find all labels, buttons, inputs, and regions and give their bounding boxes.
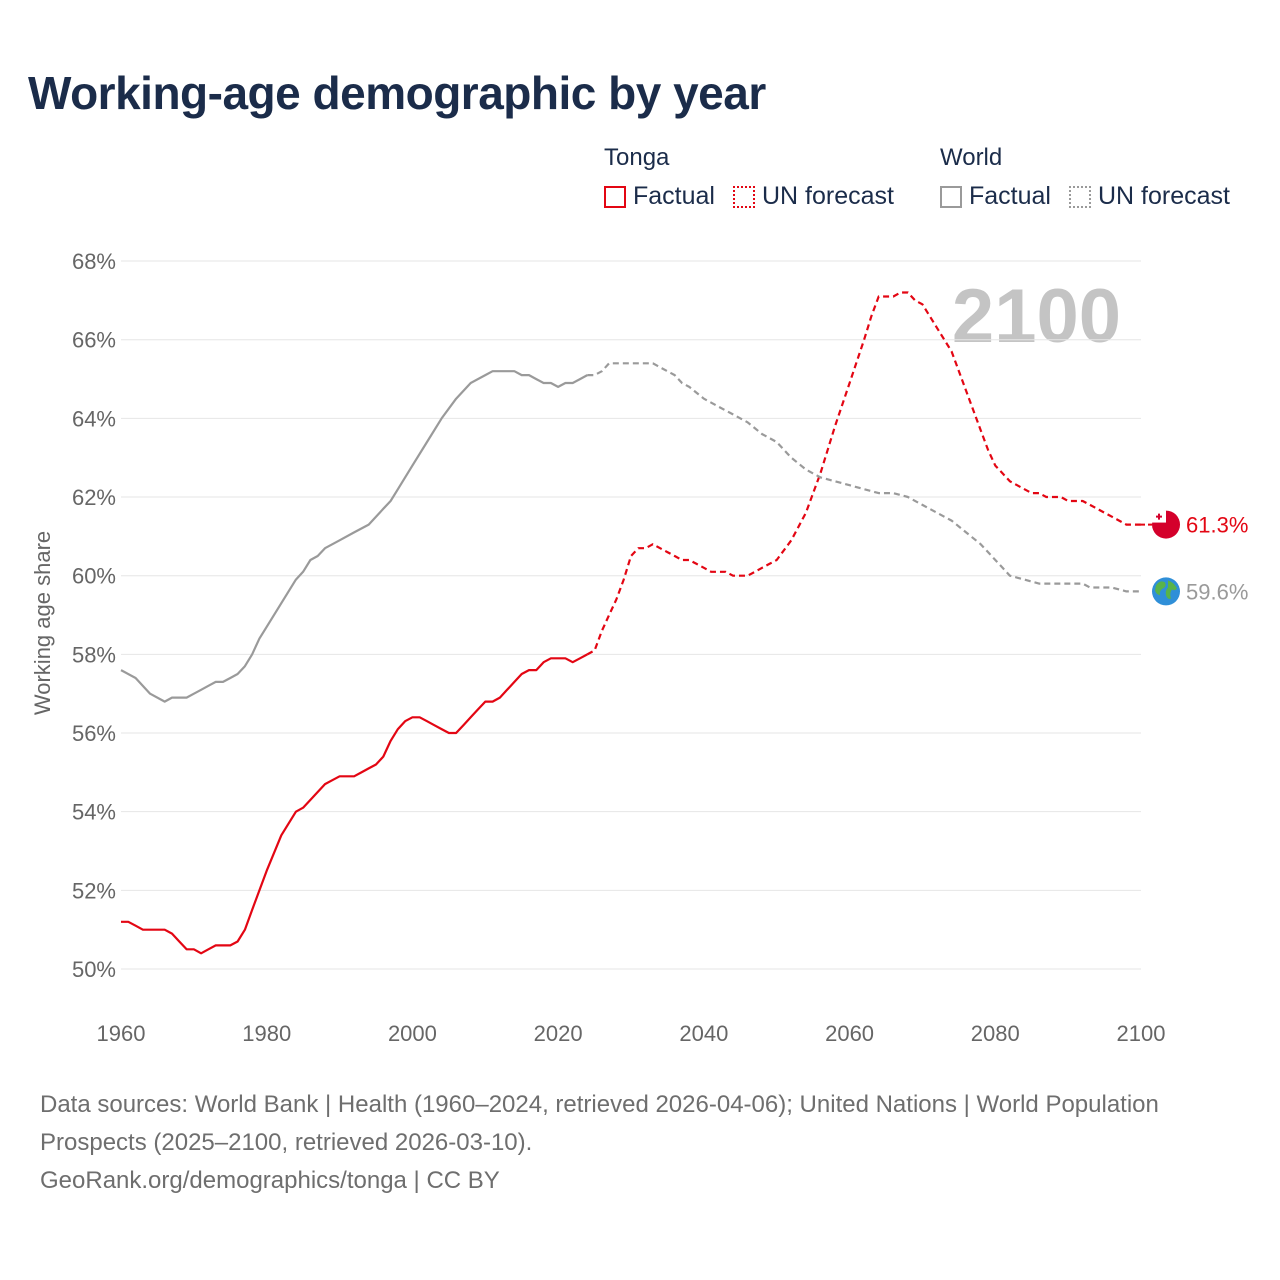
tonga-flag-cross [1156, 513, 1162, 520]
year-watermark: 2100 [952, 274, 1121, 359]
y-tick-label: 68% [72, 249, 116, 274]
legend-swatch-tonga-forecast [732, 185, 755, 208]
legend-item-tonga-forecast[interactable]: UN forecast [732, 182, 894, 211]
x-tick-label: 1980 [242, 1021, 291, 1046]
x-tick-label: 2000 [388, 1021, 437, 1046]
x-tick-label: 1960 [97, 1021, 146, 1046]
series-line-world-forecast [587, 362, 1141, 593]
sources-line-2[interactable]: GeoRank.org/demographics/tonga | CC BY [40, 1167, 500, 1194]
legend-item-world-forecast[interactable]: UN forecast [1068, 182, 1230, 211]
legend-group-tonga: Tonga Factual UN forecast [604, 144, 894, 211]
series-line-tonga-factual [121, 653, 588, 955]
legend-title-tonga: Tonga [604, 144, 670, 171]
series-line-world-factual [120, 370, 588, 703]
y-tick-label: 58% [72, 642, 116, 667]
legend-item-tonga-factual[interactable]: Factual [604, 182, 715, 211]
legend-label-tonga-forecast: UN forecast [761, 182, 894, 210]
y-tick-label: 64% [72, 406, 116, 431]
y-tick-label: 50% [72, 957, 116, 982]
x-tick-label: 2080 [971, 1021, 1020, 1046]
series-line-tonga-forecast [586, 291, 1141, 656]
y-tick-label: 66% [72, 328, 116, 353]
sources-line-1: Data sources: World Bank | Health (1960–… [40, 1091, 1159, 1156]
x-tick-label: 2040 [679, 1021, 728, 1046]
world-end-label: 59.6% [1186, 579, 1248, 604]
y-tick-label: 60% [72, 564, 116, 589]
legend-label-tonga-factual: Factual [633, 182, 715, 210]
legend-group-world: World Factual UN forecast [940, 144, 1230, 211]
x-tick-label: 2020 [534, 1021, 583, 1046]
legend-swatch-tonga-factual [604, 185, 626, 208]
y-axis-title: Working age share [30, 531, 55, 715]
x-tick-label: 2100 [1117, 1021, 1166, 1046]
chart-title: Working-age demographic by year [28, 67, 766, 119]
legend-label-world-factual: Factual [969, 182, 1051, 210]
legend-label-world-forecast: UN forecast [1097, 182, 1230, 210]
globe-land-west [1155, 581, 1166, 596]
data-sources: Data sources: World Bank | Health (1960–… [40, 1086, 1200, 1200]
x-tick-label: 2060 [825, 1021, 874, 1046]
y-tick-label: 52% [72, 878, 116, 903]
y-tick-label: 54% [72, 800, 116, 825]
globe-land-east [1165, 580, 1177, 600]
line-chart: 2100 50% 52% 54% 56% 58% 60% 62% 64% 66% 68% 1960 19… [30, 249, 1248, 1046]
legend-title-world: World [940, 144, 1003, 171]
y-tick-label: 56% [72, 721, 116, 746]
legend-swatch-world-forecast [1068, 185, 1091, 208]
legend-item-world-factual[interactable]: Factual [940, 182, 1051, 211]
tonga-end-label: 61.3% [1186, 513, 1248, 538]
y-tick-label: 62% [72, 485, 116, 510]
legend-swatch-world-factual [940, 185, 962, 208]
